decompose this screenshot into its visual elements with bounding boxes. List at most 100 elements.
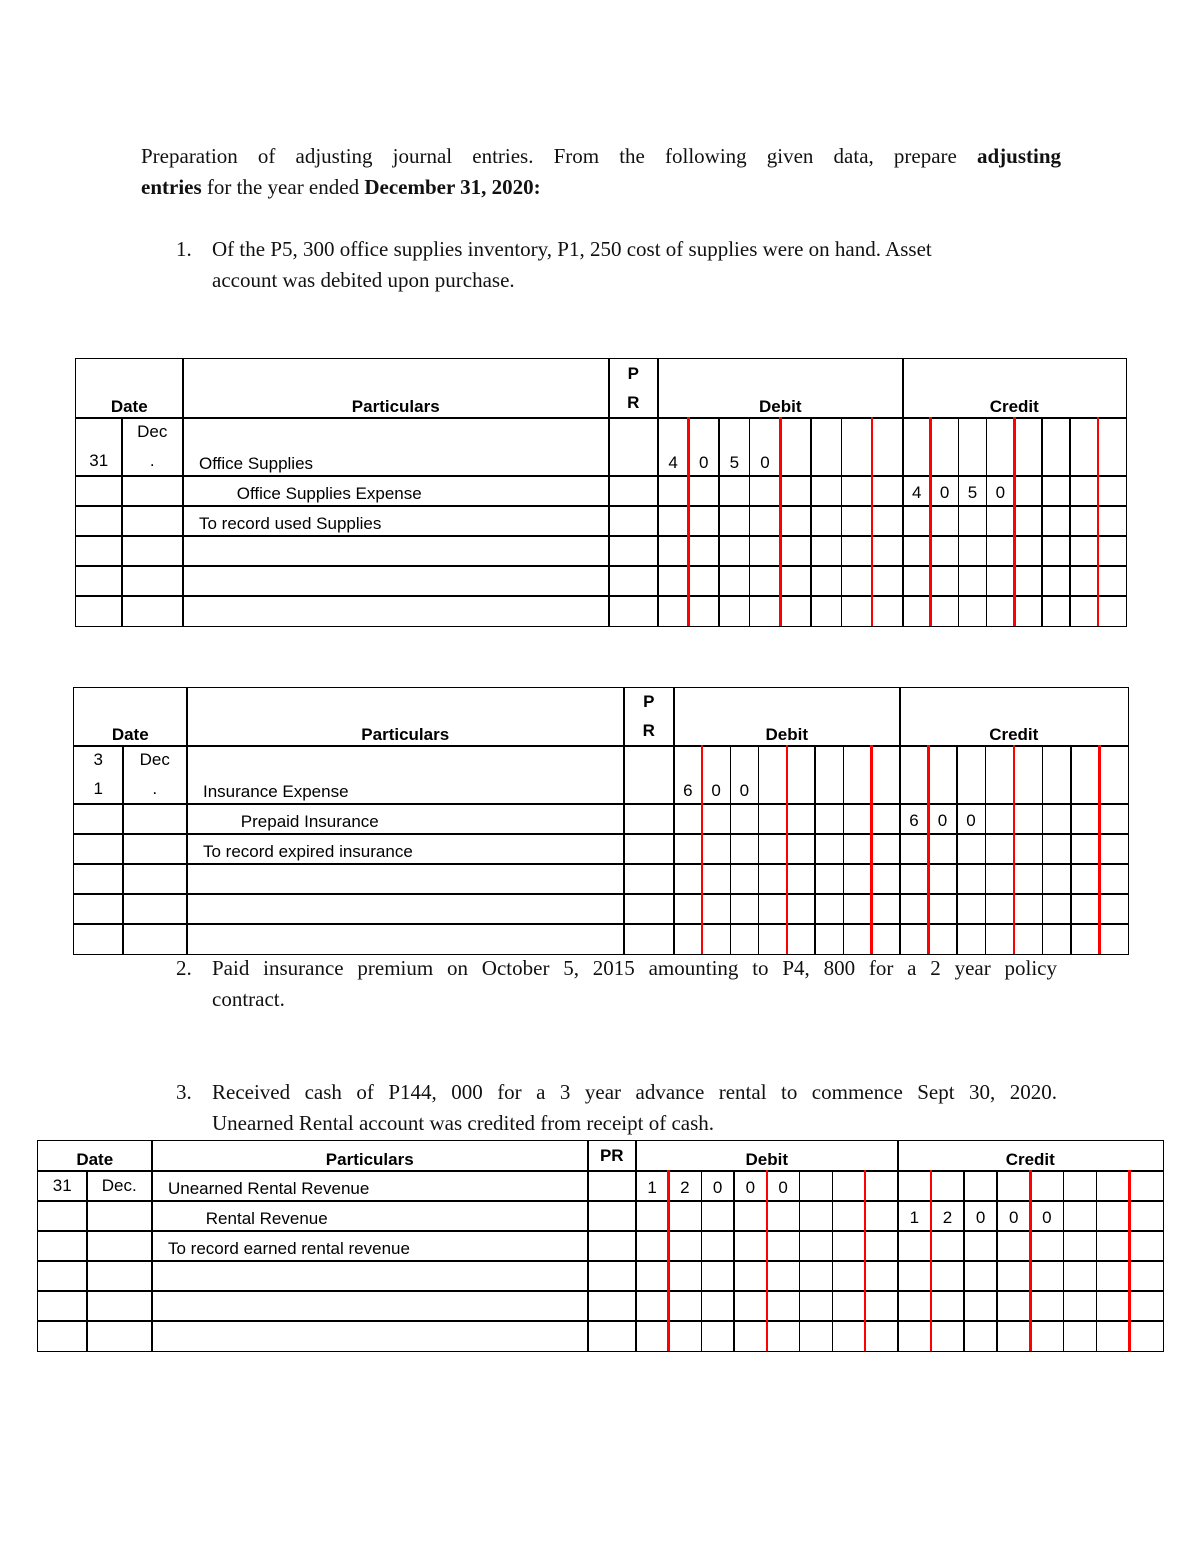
debit-digit-cell	[733, 1200, 768, 1232]
pr-cell	[587, 1170, 637, 1202]
credit-digit-cell	[1062, 1200, 1098, 1232]
credit-digit-cell	[1097, 565, 1127, 597]
item-line: Of the P5, 300 office supplies inventory…	[212, 237, 932, 261]
credit-digit-cell	[1097, 535, 1127, 567]
debit-digit-cell	[831, 1290, 866, 1322]
debit-digit-cell	[673, 803, 703, 835]
credit-digit-cell	[1095, 1290, 1131, 1322]
credit-digit-cell	[902, 417, 932, 477]
credit-digit-cell	[1013, 745, 1043, 805]
debit-digit-cell	[748, 535, 781, 567]
credit-digit-cell	[1128, 1200, 1164, 1232]
credit-digit-cell	[985, 595, 1015, 627]
credit-digit-cell	[984, 803, 1015, 835]
credit-digit-cell	[1029, 1260, 1065, 1292]
debit-digit-cell	[733, 1230, 768, 1262]
debit-digit-cell	[673, 863, 703, 895]
credit-digit-cell	[897, 1170, 932, 1202]
credit-digit-cell	[1041, 745, 1072, 805]
date-month-cell	[86, 1200, 153, 1232]
header-particulars: Particulars	[186, 687, 625, 747]
debit-digit-cell	[870, 833, 901, 865]
debit-digit-cell	[871, 475, 904, 507]
intro-date: December 31, 2020:	[364, 175, 541, 199]
credit-digit-cell: 0	[985, 475, 1015, 507]
debit-digit-cell	[871, 535, 904, 567]
date-month-cell	[121, 475, 184, 507]
credit-digit-cell	[1098, 923, 1129, 955]
debit-digit-cell	[766, 1230, 801, 1262]
item-number: 1.	[176, 237, 192, 261]
debit-digit-cell	[871, 505, 904, 537]
pr-cell	[608, 565, 659, 597]
credit-digit-cell	[1029, 1230, 1065, 1262]
debit-digit-cell	[667, 1230, 702, 1262]
credit-digit-cell	[1041, 565, 1071, 597]
debit-digit-cell	[729, 923, 760, 955]
debit-digit-cell	[700, 1230, 735, 1262]
debit-digit-cell	[870, 923, 901, 955]
debit-digit-cell	[810, 505, 843, 537]
credit-digit-cell	[1069, 595, 1099, 627]
credit-digit-cell: 0	[927, 803, 958, 835]
credit-digit-cell	[929, 535, 960, 567]
debit-digit-cell	[673, 893, 703, 925]
debit-digit-cell	[786, 803, 816, 835]
credit-digit-cell	[927, 893, 958, 925]
credit-digit-cell	[1070, 803, 1100, 835]
date-month-cell	[86, 1260, 153, 1292]
credit-digit-cell	[927, 923, 958, 955]
red-ruling-line	[1096, 417, 1100, 626]
debit-digit-cell	[864, 1290, 899, 1322]
date-month-cell	[122, 923, 188, 955]
credit-digit-cell	[984, 745, 1015, 805]
credit-digit-cell	[897, 1320, 932, 1352]
pr-cell	[623, 745, 675, 805]
debit-digit-cell	[786, 923, 816, 955]
credit-digit-cell	[984, 863, 1015, 895]
credit-digit-cell	[1041, 893, 1072, 925]
credit-digit-cell	[1041, 833, 1072, 865]
particulars-cell: Unearned Rental Revenue	[151, 1170, 589, 1202]
debit-digit-cell	[657, 505, 690, 537]
particulars-cell	[186, 893, 625, 925]
debit-digit-cell	[810, 565, 843, 597]
debit-digit-cell	[718, 475, 751, 507]
credit-digit-cell	[1062, 1170, 1098, 1202]
header-credit: Credit	[899, 687, 1129, 747]
debit-digit-cell	[667, 1260, 702, 1292]
red-ruling-line	[765, 1170, 768, 1351]
debit-digit-cell	[842, 833, 873, 865]
pr-cell	[608, 505, 659, 537]
debit-digit-cell	[786, 893, 816, 925]
debit-digit-cell	[701, 863, 731, 895]
debit-digit-cell	[842, 803, 873, 835]
credit-digit-cell	[1029, 1320, 1065, 1352]
header-date: Date	[73, 687, 188, 747]
date-day-cell	[73, 833, 124, 865]
date-month-cell	[86, 1290, 153, 1322]
debit-digit-cell	[757, 863, 788, 895]
red-ruling-line	[929, 1170, 933, 1351]
date-day-cell	[37, 1260, 88, 1292]
debit-digit-cell	[831, 1200, 866, 1232]
date-day-cell	[37, 1290, 88, 1322]
credit-digit-cell	[1095, 1230, 1131, 1262]
credit-digit-cell	[1098, 893, 1129, 925]
credit-digit-cell	[996, 1320, 1031, 1352]
date-month-cell	[86, 1230, 153, 1262]
credit-digit-cell	[1070, 923, 1100, 955]
credit-digit-cell	[927, 833, 958, 865]
credit-digit-cell	[1098, 833, 1129, 865]
header-pr: P R	[623, 687, 675, 747]
pr-cell	[608, 535, 659, 567]
header-debit: Debit	[635, 1140, 899, 1172]
credit-digit-cell	[1128, 1170, 1164, 1202]
credit-digit-cell	[1095, 1200, 1131, 1232]
debit-digit-cell	[673, 833, 703, 865]
particulars-cell	[151, 1260, 589, 1292]
debit-digit-cell	[871, 595, 904, 627]
debit-digit-cell: 0	[687, 417, 720, 477]
debit-digit-cell	[814, 803, 844, 835]
date-day-cell	[37, 1230, 88, 1262]
